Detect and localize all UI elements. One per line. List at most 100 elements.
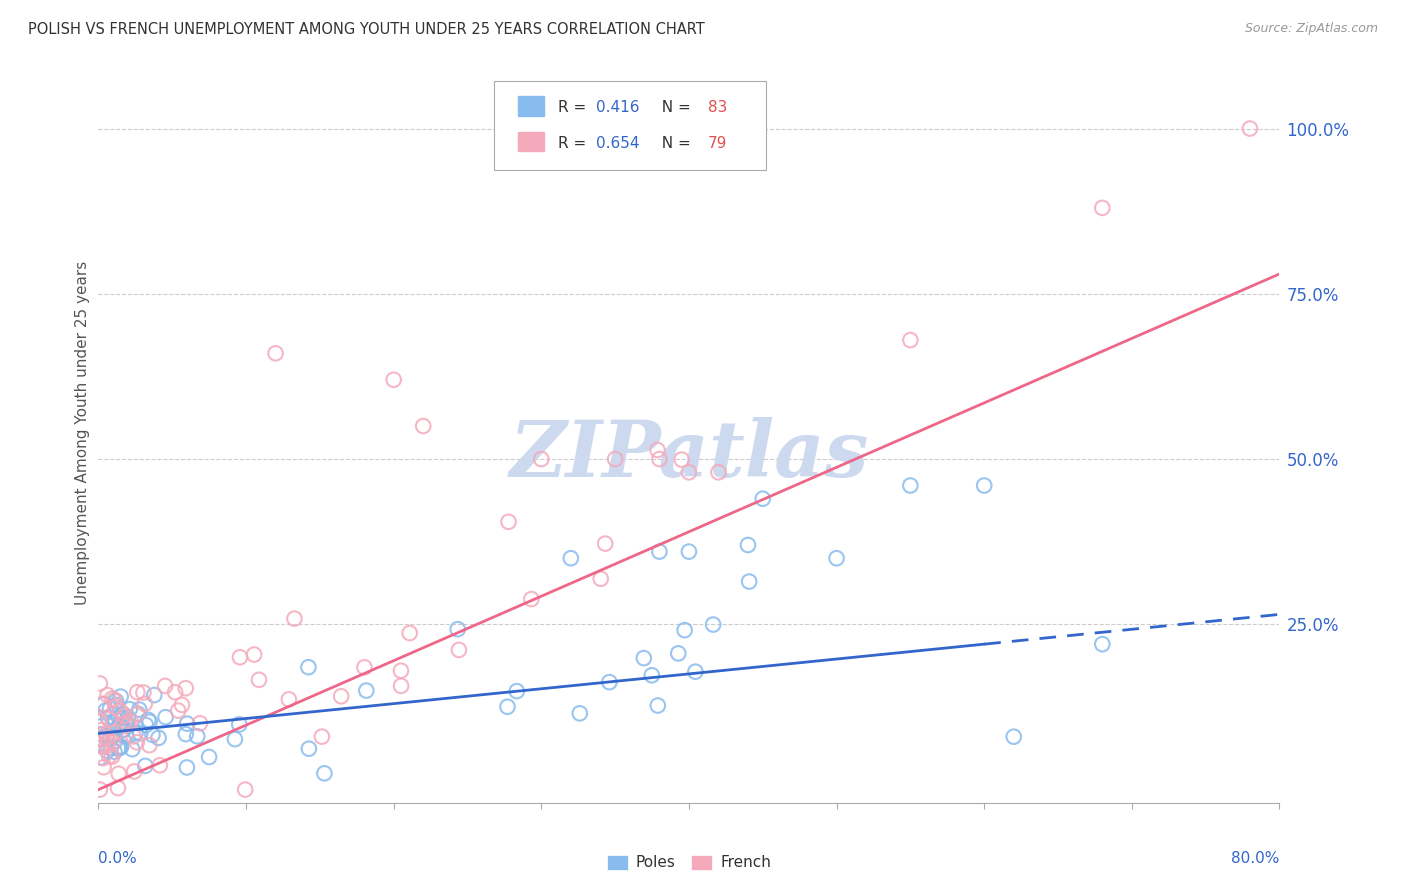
Point (233, 782, 256, 797)
Point (122, 730, 145, 744)
Point (117, 717, 139, 731)
Point (89, 715, 111, 730)
Point (165, 685, 187, 699)
Point (124, 726, 146, 740)
Point (330, 690, 353, 704)
Point (647, 698, 669, 713)
Point (108, 703, 131, 717)
Point (121, 742, 143, 756)
Point (666, 646, 689, 660)
Point (90, 750, 112, 764)
Point (702, 617, 724, 632)
Point (678, 544, 700, 558)
Point (174, 681, 197, 696)
Point (568, 706, 591, 721)
Point (641, 668, 664, 682)
Point (1091, 637, 1114, 651)
Point (89, 676, 111, 690)
Point (176, 716, 198, 731)
Text: 0.0%: 0.0% (98, 851, 138, 866)
Point (973, 478, 995, 492)
Point (91, 751, 114, 765)
Point (101, 749, 124, 764)
Point (91, 697, 114, 711)
Point (96, 744, 118, 758)
Point (506, 684, 529, 698)
Point (97, 734, 120, 748)
Point (104, 698, 127, 712)
Point (101, 718, 124, 732)
FancyBboxPatch shape (494, 81, 766, 169)
Text: ZIPatlas: ZIPatlas (509, 417, 869, 493)
Point (98, 749, 121, 764)
Point (283, 612, 305, 626)
Text: 80.0%: 80.0% (1232, 851, 1279, 866)
Point (110, 739, 132, 754)
Point (685, 665, 707, 679)
Point (389, 664, 412, 678)
Point (90, 723, 112, 738)
Point (117, 710, 139, 724)
Point (134, 759, 156, 773)
Point (128, 702, 150, 716)
Point (93, 760, 115, 774)
Point (228, 717, 250, 731)
Point (108, 718, 131, 732)
Point (107, 710, 129, 724)
Point (89, 714, 111, 728)
Point (247, 673, 270, 687)
Point (103, 745, 125, 759)
Point (101, 735, 124, 749)
Point (104, 700, 127, 714)
Point (520, 592, 543, 607)
Point (136, 713, 159, 727)
Point (752, 491, 775, 506)
Point (104, 734, 127, 748)
Point (398, 626, 420, 640)
Point (707, 465, 730, 479)
Point (141, 728, 163, 742)
Point (825, 551, 848, 566)
Point (149, 758, 172, 772)
Point (224, 732, 246, 747)
Point (198, 750, 221, 764)
Point (120, 714, 142, 729)
Point (138, 738, 160, 752)
Point (104, 712, 127, 726)
Point (153, 679, 176, 693)
Text: 0.416: 0.416 (596, 100, 640, 115)
Text: 0.654: 0.654 (596, 136, 640, 151)
Legend: Poles, French: Poles, French (600, 849, 778, 877)
Point (111, 723, 134, 737)
Point (186, 729, 208, 743)
Point (132, 685, 155, 699)
Point (111, 711, 134, 725)
Point (167, 704, 190, 718)
Point (96, 731, 118, 745)
Point (277, 692, 299, 706)
Point (229, 650, 252, 665)
Point (96, 688, 118, 702)
Point (110, 740, 132, 755)
Point (633, 651, 655, 665)
Point (1002, 730, 1025, 744)
Point (108, 740, 131, 755)
Point (112, 717, 135, 731)
Point (89, 731, 111, 746)
Point (353, 660, 375, 674)
Point (298, 741, 321, 756)
Point (678, 465, 700, 479)
Point (1091, 201, 1114, 215)
Point (648, 544, 671, 558)
Point (89, 782, 111, 797)
Point (90, 719, 112, 733)
Point (127, 685, 149, 699)
Point (107, 780, 129, 795)
Text: POLISH VS FRENCH UNEMPLOYMENT AMONG YOUTH UNDER 25 YEARS CORRELATION CHART: POLISH VS FRENCH UNEMPLOYMENT AMONG YOUT… (28, 22, 704, 37)
Point (93, 698, 115, 712)
Point (105, 694, 128, 708)
Point (118, 702, 141, 716)
Point (107, 741, 129, 756)
Point (647, 442, 669, 457)
Point (127, 707, 149, 722)
